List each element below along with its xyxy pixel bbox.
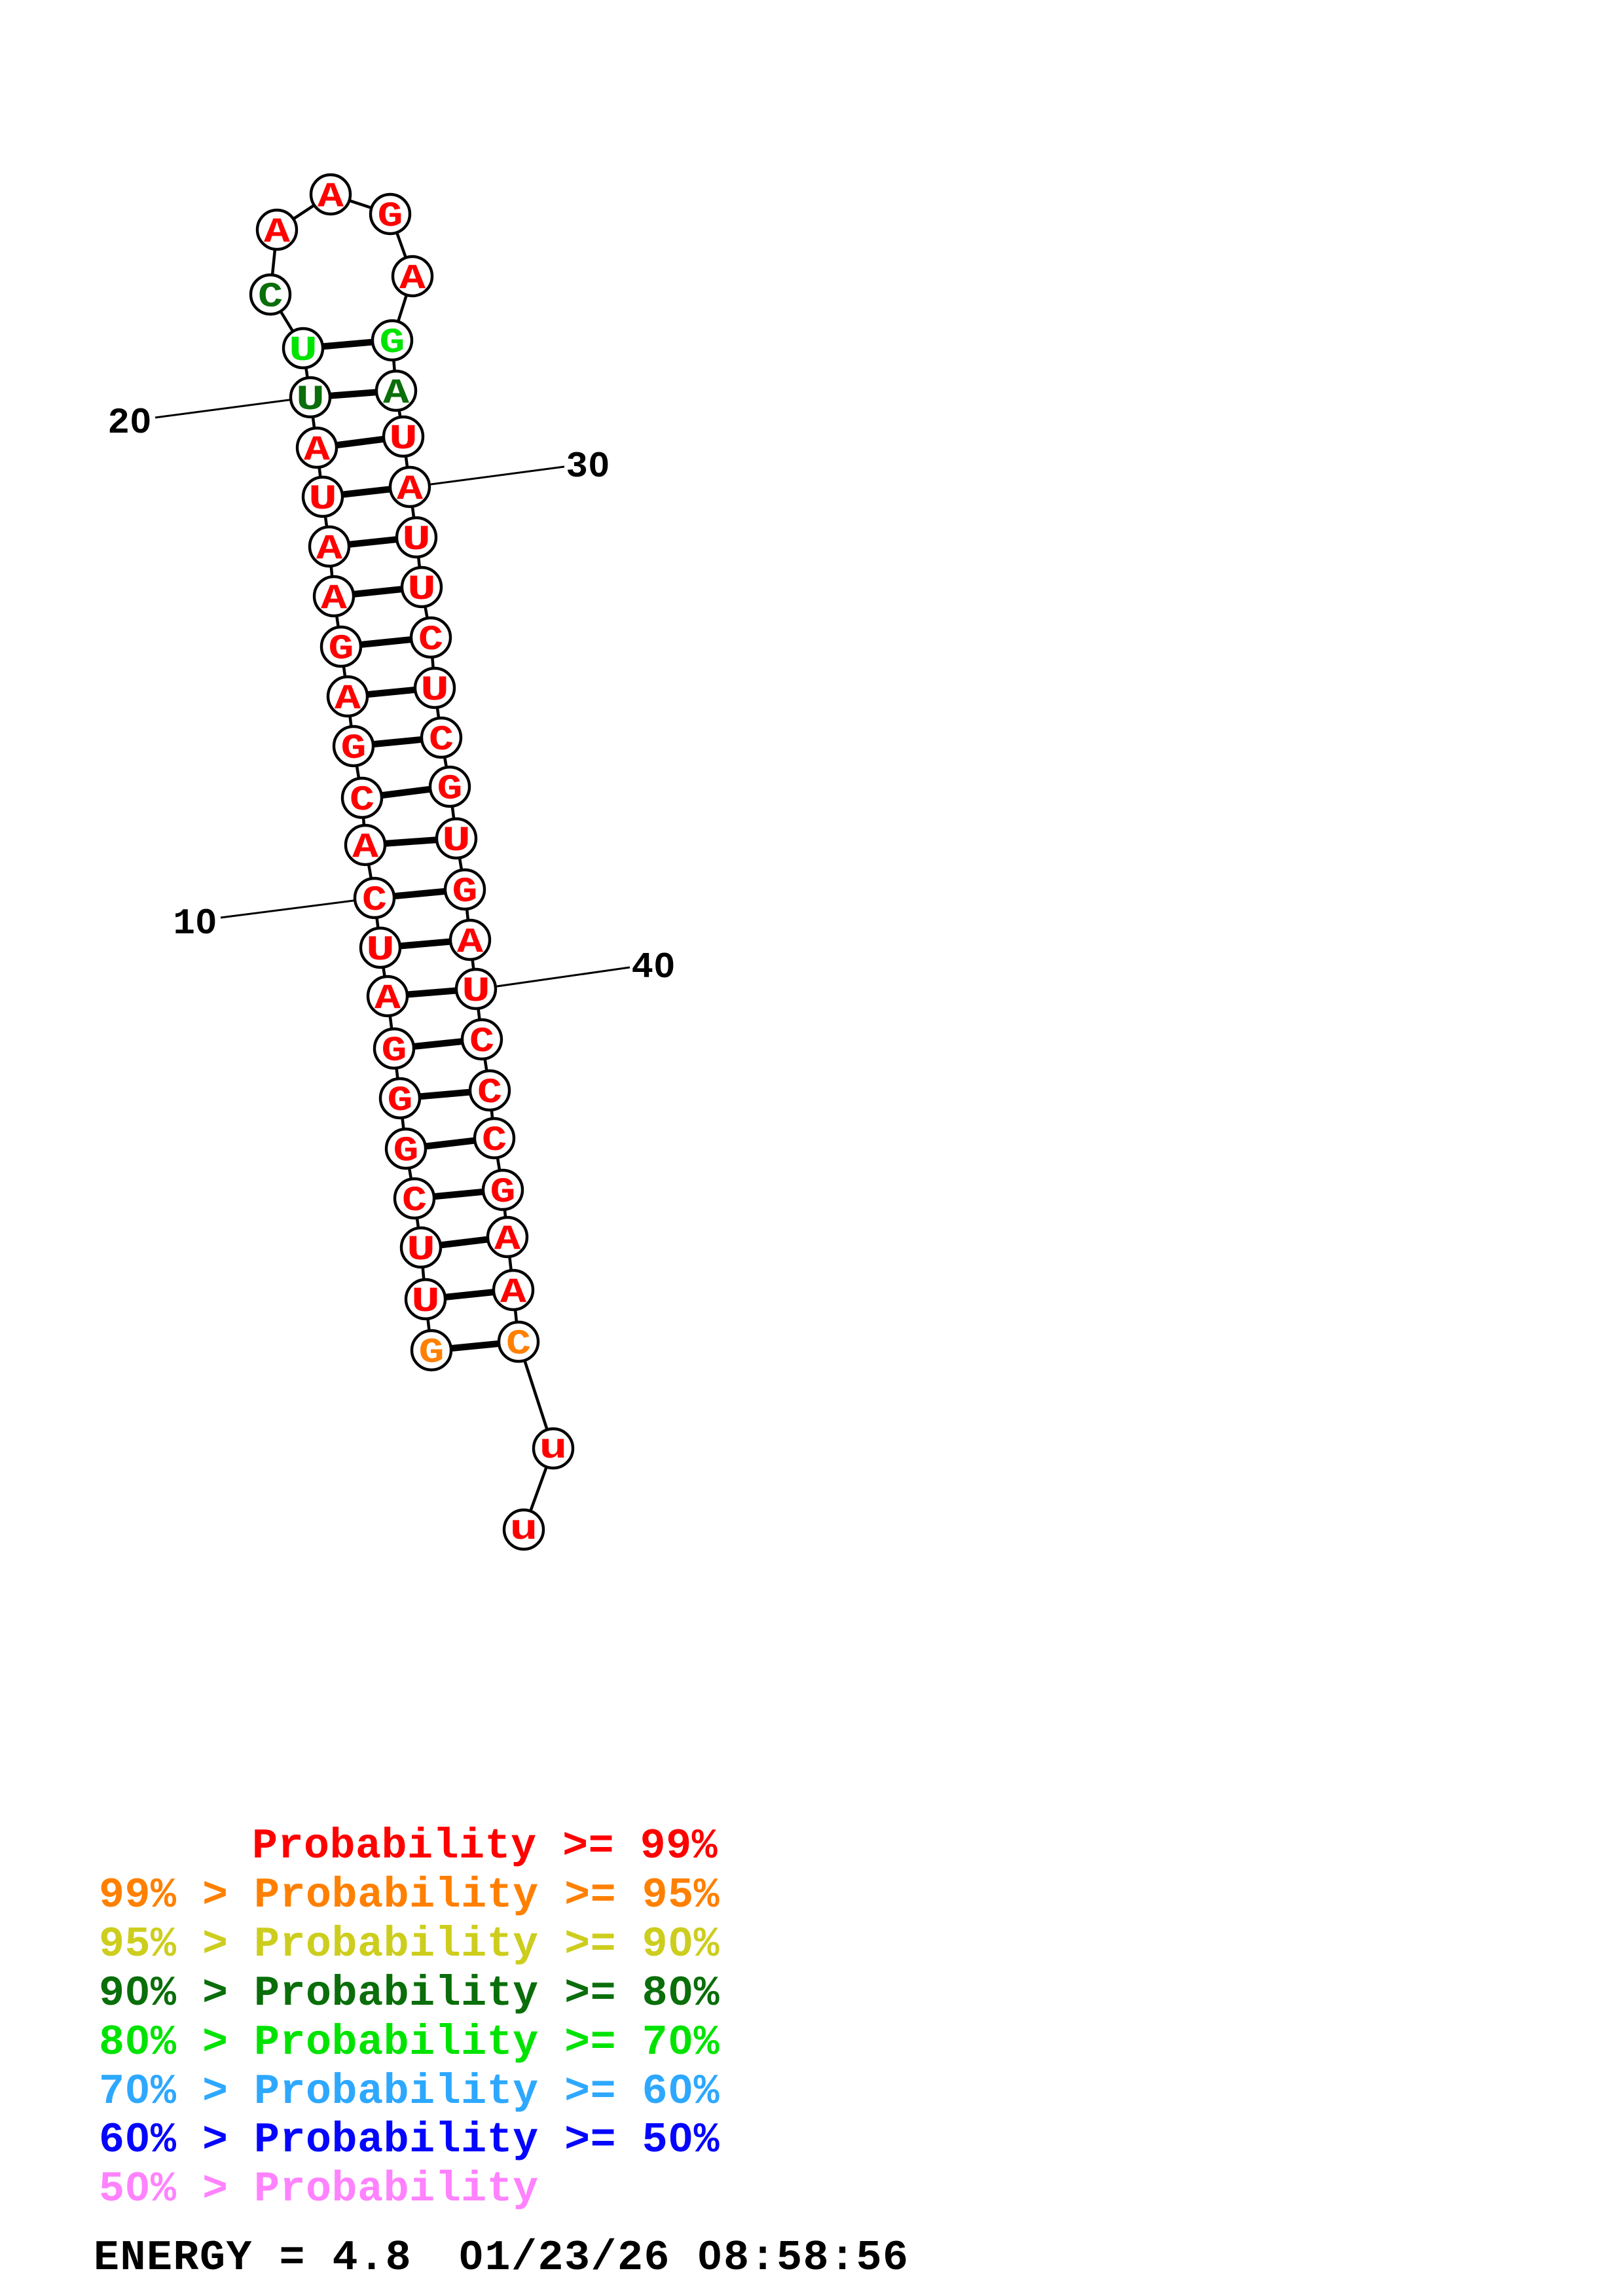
svg-text:80% > Probability >= 70%: 80% > Probability >= 70% [99,2018,720,2067]
svg-text:C: C [418,620,443,660]
svg-text:50% > Probability: 50% > Probability [99,2165,539,2214]
svg-text:U: U [442,821,471,861]
svg-text:G: G [341,729,367,769]
svg-text:A: A [383,374,410,414]
svg-text:A: A [321,579,348,619]
svg-text:G: G [437,770,463,810]
svg-text:Probability >= 99%: Probability >= 99% [252,1822,718,1871]
svg-text:C: C [402,1181,427,1221]
svg-text:A: A [304,431,331,471]
svg-text:A: A [335,679,361,719]
svg-text:A: A [316,529,343,569]
svg-text:60% > Probability >= 50%: 60% > Probability >= 50% [99,2116,720,2164]
svg-text:A: A [397,470,424,510]
svg-text:u: u [510,1510,538,1550]
svg-text:U: U [407,1230,435,1270]
svg-text:U: U [402,520,431,560]
svg-text:U: U [308,480,337,520]
svg-text:A: A [318,177,344,217]
svg-text:G: G [329,630,354,670]
svg-text:A: A [374,979,401,1019]
svg-text:C: C [362,881,387,921]
svg-text:01/23/26 08:58:56: 01/23/26 08:58:56 [458,2234,909,2282]
svg-text:G: G [452,872,478,912]
svg-text:U: U [296,380,325,420]
svg-text:70% > Probability >= 60%: 70% > Probability >= 60% [99,2068,720,2116]
svg-text:u: u [539,1429,568,1469]
svg-text:G: G [378,197,403,237]
svg-text:40: 40 [631,946,675,988]
svg-text:U: U [420,671,449,711]
svg-text:U: U [389,420,418,459]
svg-text:U: U [411,1282,440,1322]
svg-text:99% > Probability >= 95%: 99% > Probability >= 95% [99,1871,720,1920]
svg-text:A: A [500,1273,527,1313]
svg-text:A: A [457,923,484,963]
svg-text:C: C [469,1022,494,1062]
svg-text:C: C [482,1121,507,1161]
svg-text:G: G [388,1081,413,1121]
svg-text:G: G [490,1173,516,1213]
svg-text:U: U [366,931,395,971]
svg-text:C: C [477,1073,502,1113]
svg-text:C: C [258,278,283,317]
svg-text:U: U [462,972,490,1012]
svg-text:U: U [289,331,318,371]
svg-text:A: A [494,1220,521,1260]
svg-text:30: 30 [566,446,610,488]
svg-text:95% > Probability >= 90%: 95% > Probability >= 90% [99,1920,720,1969]
svg-text:U: U [407,570,436,610]
svg-text:90% > Probability >= 80%: 90% > Probability >= 80% [99,1969,720,2018]
svg-text:G: G [380,323,405,363]
svg-text:A: A [399,259,426,299]
svg-text:C: C [429,721,454,761]
svg-text:C: C [350,781,374,821]
svg-text:10: 10 [173,903,217,944]
svg-text:A: A [264,213,291,253]
svg-text:G: G [393,1132,419,1172]
svg-text:ENERGY = 4.8: ENERGY = 4.8 [94,2234,412,2282]
svg-text:20: 20 [107,402,151,444]
svg-text:C: C [506,1325,531,1365]
svg-text:G: G [419,1333,445,1373]
svg-text:A: A [352,828,379,868]
svg-text:G: G [382,1031,407,1071]
